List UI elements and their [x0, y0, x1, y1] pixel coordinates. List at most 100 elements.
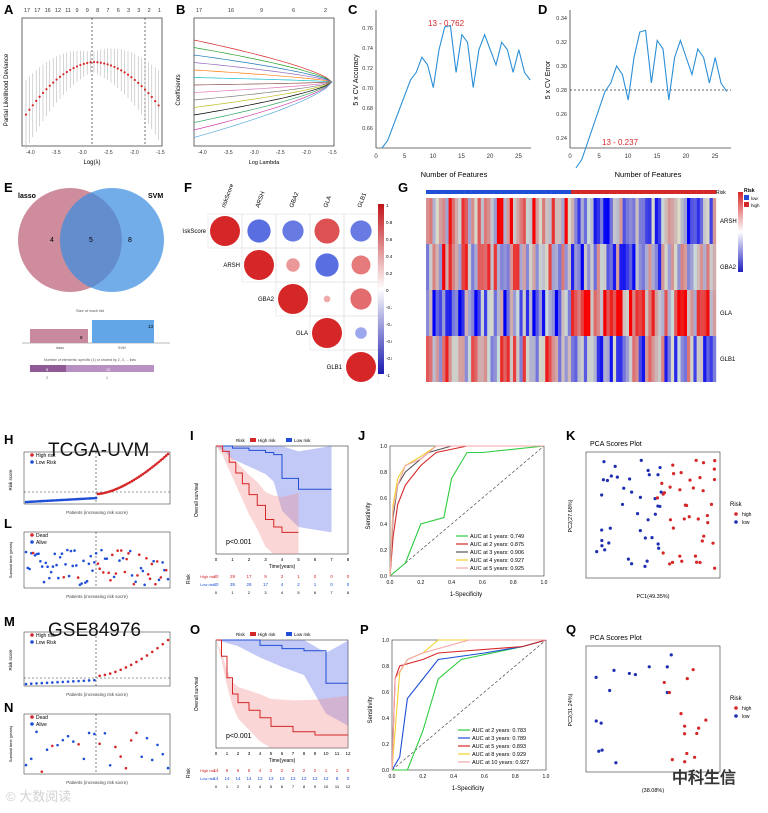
survival-point [136, 574, 139, 577]
risk-table-cell: 14 [246, 776, 252, 781]
pca-point [679, 471, 683, 475]
y-tick-label: 0.8 [380, 470, 387, 476]
survival-point [157, 578, 161, 582]
heatmap-cell [593, 336, 597, 382]
heatmap-cell [538, 198, 543, 244]
survival-point [55, 563, 58, 567]
risk-point [56, 680, 59, 684]
risk-bar-cell [487, 190, 491, 194]
top-tick-label: 1 [158, 8, 161, 14]
risk-bar-cell [522, 190, 527, 194]
heatmap-cell [471, 198, 475, 244]
survival-point [50, 744, 54, 748]
risk-bar-cell [519, 190, 523, 194]
venn-left-title: lasso [18, 193, 36, 200]
y-axis-label: PC2(31.24%) [568, 693, 574, 726]
heatmap-cell [438, 198, 443, 244]
heatmap-cell [600, 244, 604, 290]
risk-bar-cell [683, 190, 688, 194]
heatmap-cell [651, 290, 655, 336]
cv-point [31, 104, 34, 107]
legend-dead: Dead [36, 715, 48, 721]
risk-table-cell: 5 [248, 768, 251, 773]
heatmap-cell [529, 336, 533, 382]
pca-point [695, 731, 699, 736]
risk-table-time: 8 [303, 784, 306, 789]
risk-bar-cell [635, 190, 639, 194]
risk-bar-cell [709, 190, 713, 194]
survival-point [112, 575, 116, 579]
heatmap-cell [648, 198, 652, 244]
pca-point [614, 761, 618, 765]
x-tick-label: 0 [215, 751, 218, 756]
x-tick-label: 8 [347, 557, 350, 562]
survival-point [93, 732, 96, 736]
heatmap-cell [709, 336, 713, 382]
risk-table-time: 1 [231, 590, 234, 595]
heatmap-cell [609, 244, 614, 290]
pca-point [613, 464, 617, 468]
risk-bar-cell [687, 190, 691, 194]
heatmap-cell [461, 244, 465, 290]
survival-point [29, 757, 33, 761]
top-tick-label: 9 [86, 8, 89, 14]
pca-point [682, 724, 687, 728]
survival-point [132, 582, 136, 586]
x-tick-label: -3.5 [52, 150, 61, 156]
heatmap-cell [696, 336, 701, 382]
heatmap-cell [519, 336, 523, 382]
legend-swatch-high [734, 706, 738, 710]
survival-status-scatter: Dead Alive Patients (increasing risk soc… [8, 531, 171, 599]
survival-point [105, 557, 109, 560]
heatmap-cell [683, 198, 688, 244]
risk-table-cell: 17 [263, 582, 269, 587]
coefficient-path [193, 81, 333, 123]
x-axis-label: 1-Specificity [452, 786, 484, 792]
survival-point [128, 549, 132, 553]
pca-point [603, 548, 607, 552]
survival-point [108, 763, 112, 767]
heatmap-cell [703, 198, 707, 244]
heatmap-cell [571, 290, 575, 336]
risk-point [61, 680, 65, 684]
pca-point [658, 465, 662, 470]
risk-table-cell: 6 [237, 768, 240, 773]
cv-point [123, 71, 126, 74]
heatmap-cell [545, 198, 549, 244]
risk-bar-cell [648, 190, 652, 194]
panel-label: Q [566, 622, 577, 637]
confidence-band [216, 446, 332, 533]
survival-point [45, 748, 49, 752]
heatmap-cell [503, 244, 507, 290]
risk-point [29, 682, 33, 686]
heatmap-cell [548, 244, 552, 290]
pca-point [601, 478, 606, 482]
risk-table-time: 1 [226, 784, 229, 789]
heatmap-cell [638, 336, 643, 382]
cv-point [126, 73, 130, 76]
heatmap-cell [680, 290, 684, 336]
y-axis-label: PC2(27.68%) [568, 499, 574, 532]
heatmap-cell [583, 244, 588, 290]
legend-swatch-low [286, 632, 292, 636]
heatmap-cell [680, 244, 684, 290]
cv-point [133, 78, 136, 82]
x-tick-label: 0 [374, 154, 378, 160]
survival-point [109, 578, 112, 582]
x-tick-label: 11 [335, 751, 340, 756]
survival-point [100, 548, 103, 552]
survival-point [150, 562, 154, 566]
panel-label: B [176, 2, 186, 17]
heatmap-cell [667, 198, 672, 244]
survival-point [134, 580, 137, 584]
survival-point [24, 763, 28, 767]
risk-bar-cell [490, 190, 494, 194]
top-tick-label: 6 [117, 8, 120, 14]
heatmap-cell [500, 244, 504, 290]
risk-point [157, 460, 161, 464]
panel-label: P [360, 622, 369, 637]
heatmap-cell [558, 290, 562, 336]
heatmap-cell [567, 336, 572, 382]
heatmap-cell [583, 290, 588, 336]
panel-j: J 0.0 0.0 0.2 0.2 0.4 0.4 0.6 0.6 0.8 0.8 1.0 1.0 Se… [356, 426, 556, 606]
